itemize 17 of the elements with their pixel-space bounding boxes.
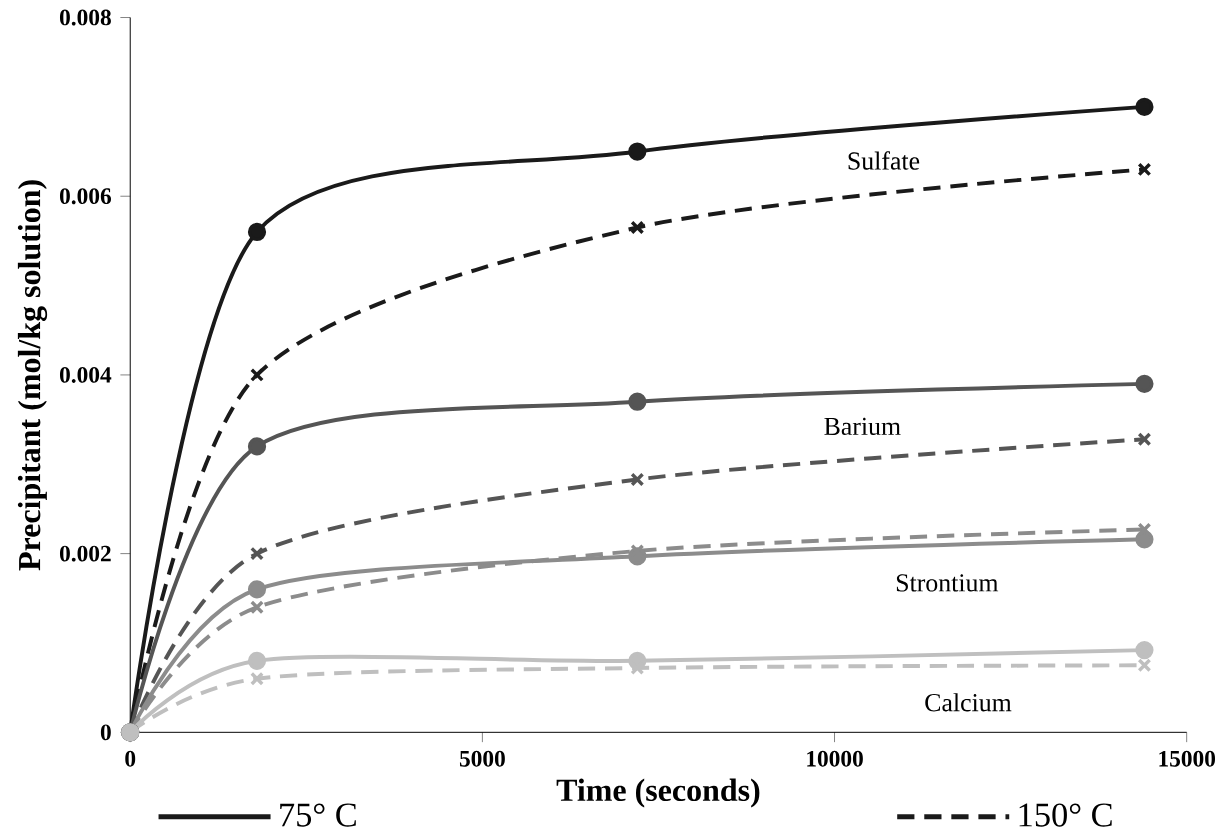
y-tick-label: 0	[100, 724, 111, 741]
y-tick-label: 0.006	[59, 188, 111, 205]
annotation: Sulfate	[848, 151, 920, 170]
x-tick-label: 15000	[1159, 750, 1216, 767]
annotation: Calcium	[925, 693, 1012, 712]
annotation: Barium	[824, 417, 901, 436]
x-axis-title: Time (seconds)	[556, 778, 760, 808]
x-tick-label: 10000	[807, 750, 863, 767]
y-axis-title: Precipitant (mol/kg solution)	[17, 180, 48, 571]
x-tick-label: 5000	[459, 750, 505, 767]
y-tick-label: 0.004	[59, 366, 112, 383]
x-tick-label: 0	[125, 750, 136, 767]
y-tick-label: 0.008	[59, 9, 111, 26]
legend-label: 150° C	[1019, 803, 1112, 827]
legend-label: 75° C	[280, 803, 356, 827]
y-tick-label: 0.002	[59, 545, 111, 562]
annotation: Strontium	[896, 574, 999, 592]
